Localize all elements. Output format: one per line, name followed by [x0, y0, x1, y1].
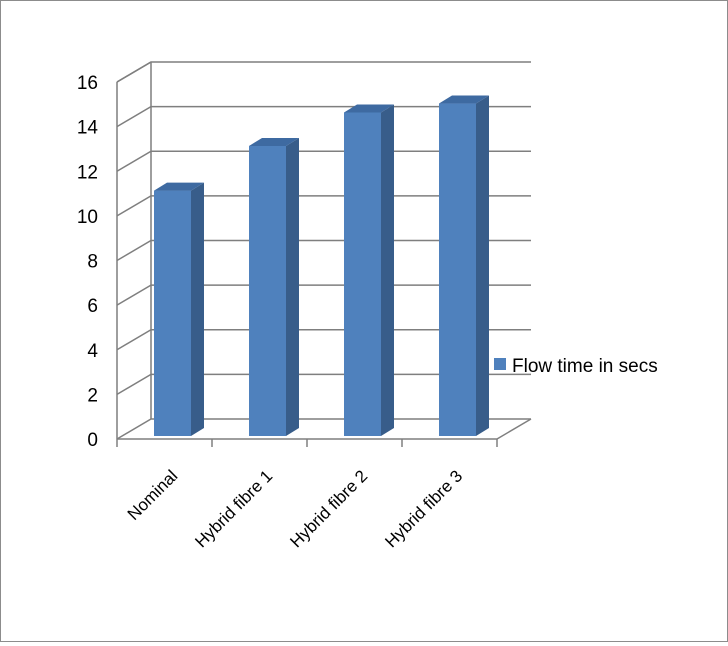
x-axis-tick-labels: Nominal Hybrid fibre 1 Hybrid fibre 2 Hybri… — [116, 439, 498, 551]
bar-top-face — [439, 95, 489, 104]
bar — [344, 104, 394, 436]
gridline — [116, 195, 531, 217]
gridline — [116, 239, 531, 262]
y-axis-tick-labels: 0 2 4 6 8 10 12 14 16 — [77, 73, 99, 451]
bar-side-face — [286, 137, 299, 436]
bar-top-face — [154, 182, 204, 191]
bar-side-face — [381, 104, 394, 436]
y-tick-label: 16 — [77, 73, 98, 94]
y-tick-label: 12 — [77, 162, 98, 183]
bar-top-face — [344, 104, 394, 113]
x-category-label: Hybrid fibre 1 — [191, 466, 276, 551]
bar-front-face — [439, 103, 476, 436]
bar-front-face — [154, 190, 191, 436]
x-category-label: Nominal — [124, 466, 182, 524]
y-tick-label: 4 — [87, 341, 98, 362]
x-category-label: Hybrid fibre 2 — [286, 466, 371, 551]
gridline — [116, 373, 531, 396]
y-tick-label: 10 — [77, 207, 98, 228]
bar-side-face — [476, 95, 489, 436]
gridline — [116, 150, 531, 172]
bar-front-face — [344, 112, 381, 436]
y-tick-label: 8 — [87, 252, 98, 273]
gridline — [116, 105, 531, 128]
gridline — [116, 329, 531, 351]
y-tick-label: 14 — [77, 118, 99, 139]
x-category-label: Hybrid fibre 3 — [381, 466, 466, 551]
bar-front-face — [249, 145, 286, 436]
y-tick-label: 6 — [87, 296, 98, 317]
gridline — [116, 284, 531, 306]
bar-side-face — [191, 182, 204, 436]
y-tick-label: 0 — [87, 430, 98, 451]
bar — [154, 182, 204, 436]
bars — [154, 95, 489, 436]
legend-swatch — [494, 358, 506, 370]
gridline — [116, 61, 531, 83]
y-tick-label: 2 — [87, 385, 98, 406]
bar — [439, 95, 489, 436]
bar-top-face — [249, 137, 299, 146]
gridline — [116, 418, 531, 440]
legend: Flow time in secs — [494, 356, 658, 377]
legend-entry-label: Flow time in secs — [512, 356, 658, 377]
bar — [249, 137, 299, 436]
